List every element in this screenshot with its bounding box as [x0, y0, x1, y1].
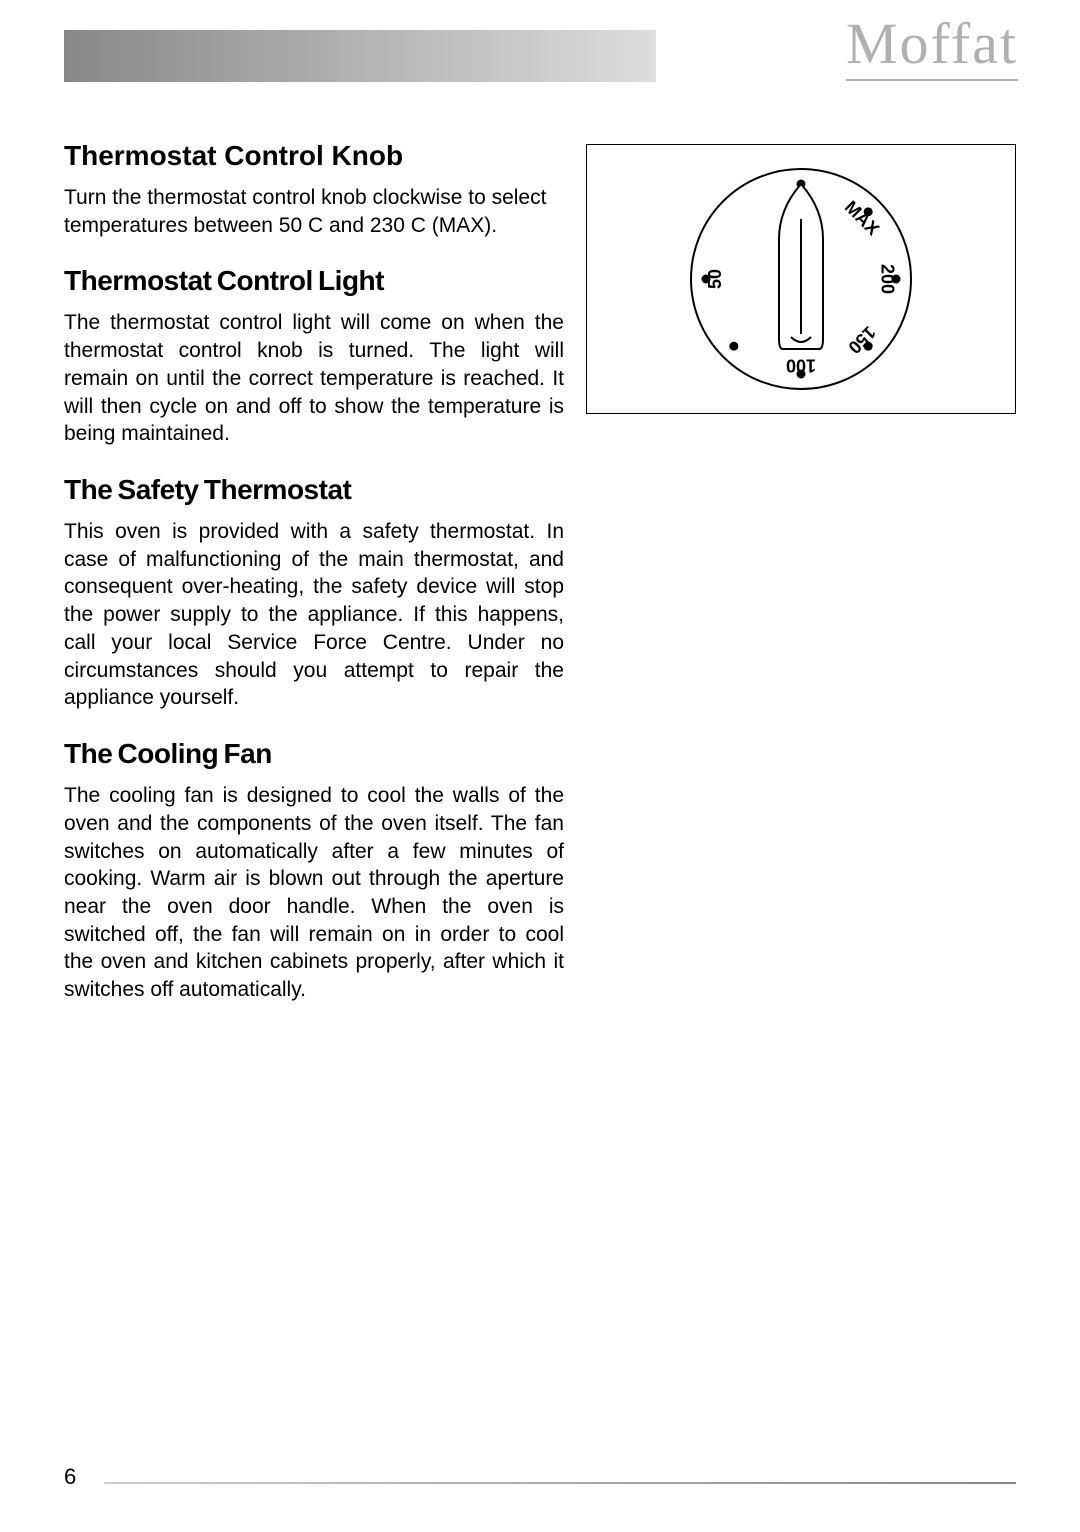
section-body: The thermostat control light will come o… [64, 309, 564, 448]
main-content: Thermostat Control Knob Turn the thermost… [64, 140, 564, 1004]
page-number: 6 [64, 1464, 76, 1490]
svg-text:150: 150 [844, 322, 879, 357]
brand-logo: Moffat [846, 10, 1018, 81]
section-heading: Thermostat Control Light [64, 265, 564, 297]
section-heading: The Safety Thermostat [64, 474, 564, 506]
svg-text:50: 50 [705, 269, 725, 289]
svg-text:200: 200 [877, 264, 897, 294]
knob-figure: MAX 200 150 100 50 [586, 144, 1016, 414]
svg-text:MAX: MAX [841, 197, 883, 239]
section-heading: The Cooling Fan [64, 738, 564, 770]
section-body: Turn the thermostat control knob clockwi… [64, 184, 564, 239]
section-body: This oven is provided with a safety ther… [64, 518, 564, 712]
section-heading: Thermostat Control Knob [64, 140, 564, 172]
thermostat-knob-diagram: MAX 200 150 100 50 [681, 159, 921, 399]
footer-rule [104, 1482, 1016, 1484]
svg-text:100: 100 [786, 355, 816, 375]
section-body: The cooling fan is designed to cool the … [64, 782, 564, 1004]
header-bar [64, 30, 656, 82]
